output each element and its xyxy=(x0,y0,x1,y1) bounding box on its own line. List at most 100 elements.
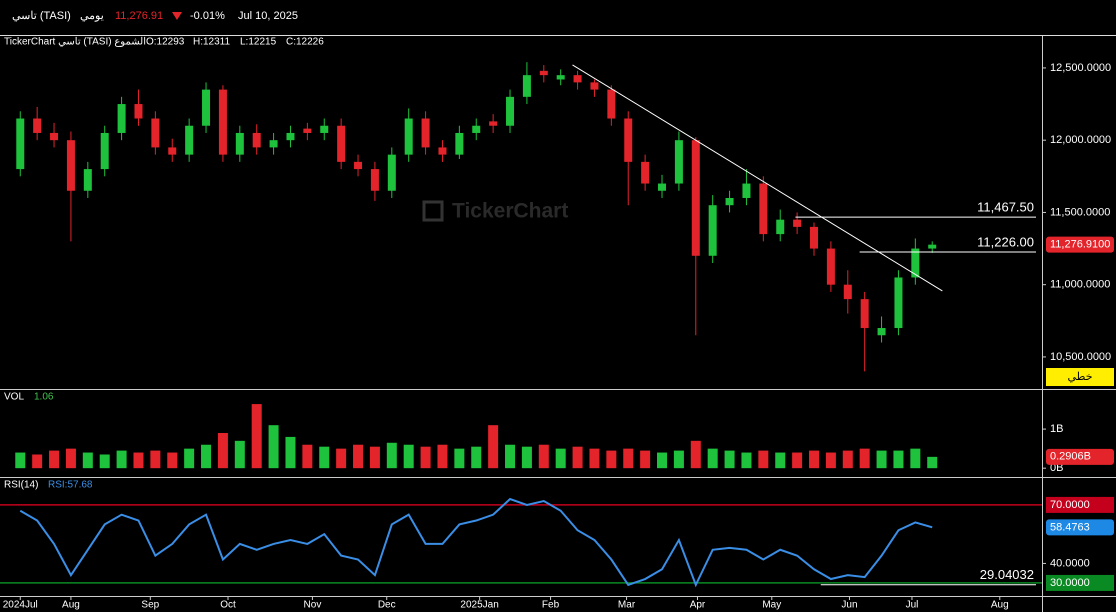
volume-bar xyxy=(521,446,532,469)
candle-body xyxy=(269,140,278,148)
style-box[interactable] xyxy=(1046,368,1114,386)
candle-body xyxy=(16,118,25,170)
band-tag xyxy=(1046,496,1114,513)
candle-body xyxy=(793,219,802,227)
x-tick-label: May xyxy=(762,600,781,611)
y-tick-label: 12,000.0000 xyxy=(1050,134,1111,146)
candle-body xyxy=(674,140,683,184)
panel-value: RSI:57.68 xyxy=(48,480,93,491)
volume-bar xyxy=(842,450,853,469)
volume-bar xyxy=(606,450,617,469)
volume-bar xyxy=(82,452,93,469)
volume-bar xyxy=(555,448,566,469)
candle-body xyxy=(117,104,126,133)
candle-body xyxy=(522,75,531,97)
level-label: 11,467.50 xyxy=(977,200,1034,215)
volume-bar xyxy=(454,448,465,469)
candle-body xyxy=(185,125,194,155)
candle-body xyxy=(438,147,447,155)
info-title: TickerChart تاسي (TASI) الشموع xyxy=(4,37,146,48)
candle-body xyxy=(354,161,363,170)
volume-bar xyxy=(640,450,651,469)
candle-body xyxy=(100,132,109,170)
candle-body xyxy=(66,140,75,191)
y-tick-label: 11,000.0000 xyxy=(1050,279,1110,291)
volume-bar xyxy=(49,450,60,469)
candle-body xyxy=(83,169,92,191)
candle-body xyxy=(708,205,717,256)
volume-bar xyxy=(505,444,516,469)
candle-body xyxy=(843,284,852,300)
x-tick-label: Jul xyxy=(906,600,919,611)
volume-bar xyxy=(285,436,296,469)
last-label: 11,276.9100 xyxy=(1050,239,1110,251)
candle-body xyxy=(894,277,903,329)
x-tick-label: Mar xyxy=(618,600,636,611)
last-tag xyxy=(1046,448,1114,465)
y-tick-label: 10,500.0000 xyxy=(1050,351,1111,363)
candle-body xyxy=(33,118,42,133)
candle-body xyxy=(725,197,734,206)
period: يومي xyxy=(80,10,104,22)
watermark-icon xyxy=(422,200,444,222)
x-tick-label: Sep xyxy=(141,600,159,611)
candle-body xyxy=(337,125,346,162)
change: -0.01% xyxy=(190,10,225,22)
volume-bar xyxy=(15,452,26,469)
x-tick-label: Dec xyxy=(378,600,396,611)
last-tag xyxy=(1046,236,1114,253)
volume-bar xyxy=(234,440,245,469)
candle-body xyxy=(877,328,886,336)
band-tag xyxy=(1046,574,1114,591)
volume-bar xyxy=(251,404,262,469)
info-low: L:12215 xyxy=(240,37,277,48)
candle-body xyxy=(50,132,59,141)
volume-bar xyxy=(673,450,684,469)
volume-bar xyxy=(32,454,43,469)
x-tick-label: Jun xyxy=(841,600,857,611)
level-label: 11,226.00 xyxy=(977,234,1034,249)
volume-bar xyxy=(184,448,195,469)
candle-body xyxy=(742,183,751,198)
band-label: 70.0000 xyxy=(1050,499,1090,511)
rsi-line xyxy=(19,497,933,588)
candle-body xyxy=(826,248,835,285)
volume-bar xyxy=(623,448,634,469)
volume-bar xyxy=(268,425,279,469)
volume-bar xyxy=(538,444,549,469)
volume-bar xyxy=(775,452,786,469)
candle-body xyxy=(506,96,515,126)
x-tick-label: Aug xyxy=(62,600,80,611)
candle-body xyxy=(810,226,819,249)
volume-bar xyxy=(369,446,380,469)
candle-body xyxy=(134,104,143,119)
volume-bar xyxy=(403,444,414,469)
symbol: تاسي (TASI) xyxy=(12,10,71,22)
volume-bar xyxy=(336,448,347,469)
volume-bar xyxy=(319,446,330,469)
x-tick-label: 2024Jul xyxy=(3,600,38,611)
candle-body xyxy=(641,161,650,184)
style-label[interactable]: خطي xyxy=(1068,371,1093,383)
volume-bar xyxy=(217,433,228,469)
volume-bar xyxy=(589,448,600,469)
volume-bar xyxy=(741,452,752,469)
candle-body xyxy=(286,132,295,141)
candle-body xyxy=(658,183,667,191)
candle-body xyxy=(151,118,160,148)
volume-bar xyxy=(386,442,397,469)
y-tick-label: 11,500.0000 xyxy=(1050,206,1110,218)
trendline xyxy=(572,64,943,292)
x-tick-label: Apr xyxy=(690,600,706,611)
y-tick-label: 1B xyxy=(1050,423,1063,435)
candle-body xyxy=(218,89,227,155)
candle-body xyxy=(252,132,261,148)
candle-body xyxy=(472,125,481,133)
watermark: TickerChart xyxy=(452,200,568,223)
candle-body xyxy=(421,118,430,148)
candle-body xyxy=(624,118,633,162)
volume-bar xyxy=(724,450,735,469)
volume-bar xyxy=(572,446,583,469)
